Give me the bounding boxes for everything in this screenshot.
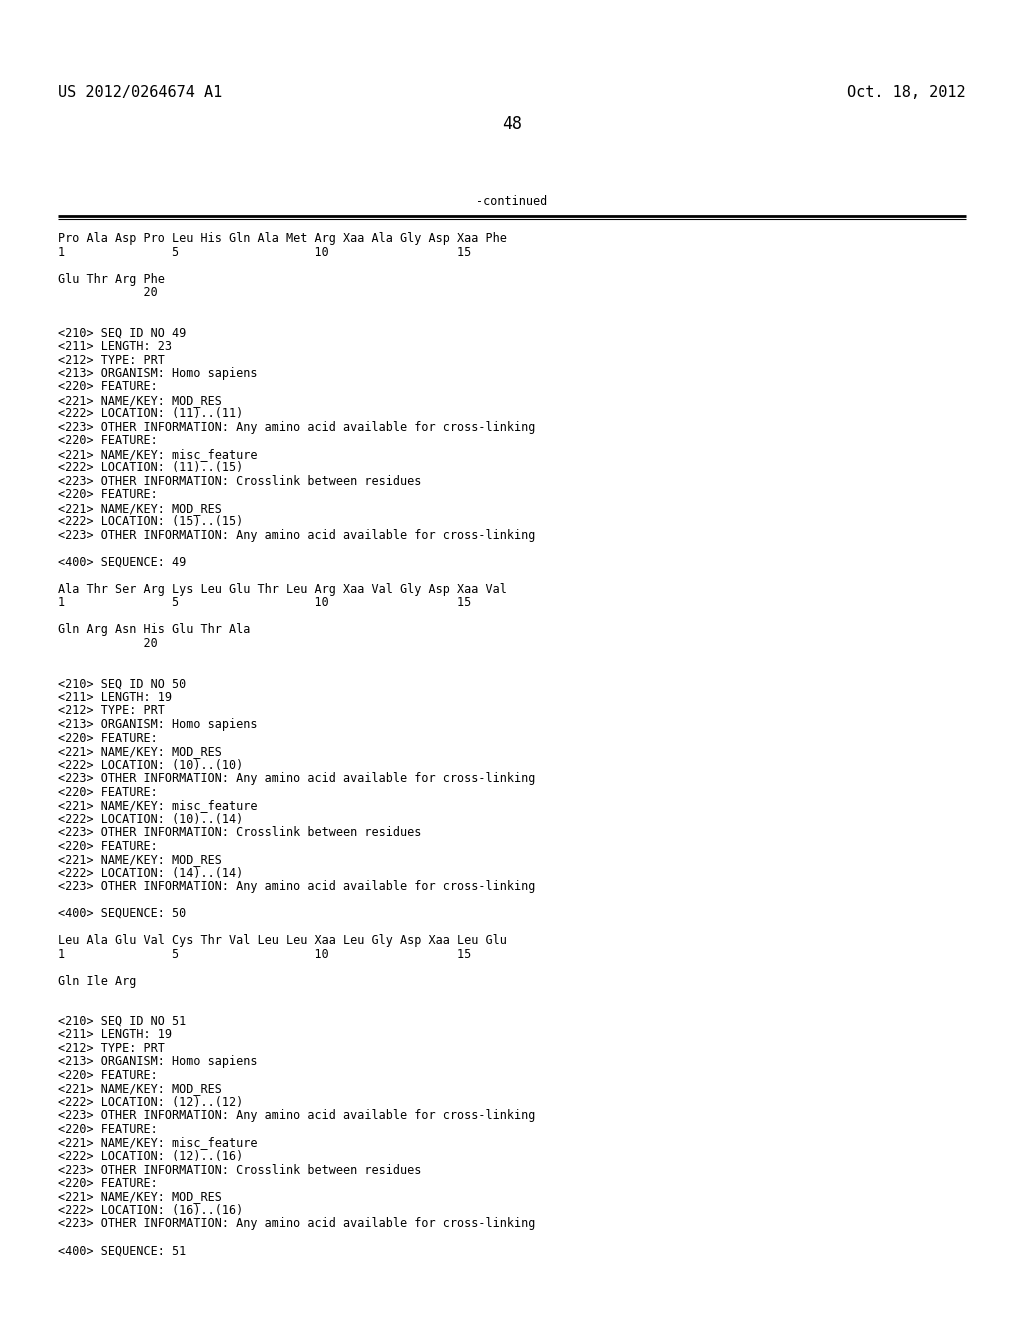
Text: Ala Thr Ser Arg Lys Leu Glu Thr Leu Arg Xaa Val Gly Asp Xaa Val: Ala Thr Ser Arg Lys Leu Glu Thr Leu Arg … xyxy=(58,583,507,597)
Text: Glu Thr Arg Phe: Glu Thr Arg Phe xyxy=(58,272,165,285)
Text: <222> LOCATION: (14)..(14): <222> LOCATION: (14)..(14) xyxy=(58,866,244,879)
Text: <222> LOCATION: (12)..(12): <222> LOCATION: (12)..(12) xyxy=(58,1096,244,1109)
Text: <400> SEQUENCE: 50: <400> SEQUENCE: 50 xyxy=(58,907,186,920)
Text: <213> ORGANISM: Homo sapiens: <213> ORGANISM: Homo sapiens xyxy=(58,1056,257,1068)
Text: <221> NAME/KEY: MOD_RES: <221> NAME/KEY: MOD_RES xyxy=(58,502,222,515)
Text: <210> SEQ ID NO 50: <210> SEQ ID NO 50 xyxy=(58,677,186,690)
Text: -continued: -continued xyxy=(476,195,548,209)
Text: <212> TYPE: PRT: <212> TYPE: PRT xyxy=(58,1041,165,1055)
Text: <221> NAME/KEY: misc_feature: <221> NAME/KEY: misc_feature xyxy=(58,799,257,812)
Text: <213> ORGANISM: Homo sapiens: <213> ORGANISM: Homo sapiens xyxy=(58,367,257,380)
Text: <212> TYPE: PRT: <212> TYPE: PRT xyxy=(58,705,165,718)
Text: <221> NAME/KEY: MOD_RES: <221> NAME/KEY: MOD_RES xyxy=(58,1082,222,1096)
Text: <211> LENGTH: 23: <211> LENGTH: 23 xyxy=(58,341,172,352)
Text: <223> OTHER INFORMATION: Crosslink between residues: <223> OTHER INFORMATION: Crosslink betwe… xyxy=(58,475,421,488)
Text: <220> FEATURE:: <220> FEATURE: xyxy=(58,840,158,853)
Text: <222> LOCATION: (12)..(16): <222> LOCATION: (12)..(16) xyxy=(58,1150,244,1163)
Text: <223> OTHER INFORMATION: Any amino acid available for cross-linking: <223> OTHER INFORMATION: Any amino acid … xyxy=(58,421,536,434)
Text: <210> SEQ ID NO 49: <210> SEQ ID NO 49 xyxy=(58,326,186,339)
Text: <223> OTHER INFORMATION: Any amino acid available for cross-linking: <223> OTHER INFORMATION: Any amino acid … xyxy=(58,1110,536,1122)
Text: <222> LOCATION: (15)..(15): <222> LOCATION: (15)..(15) xyxy=(58,516,244,528)
Text: <221> NAME/KEY: MOD_RES: <221> NAME/KEY: MOD_RES xyxy=(58,393,222,407)
Text: Gln Arg Asn His Glu Thr Ala: Gln Arg Asn His Glu Thr Ala xyxy=(58,623,251,636)
Text: <221> NAME/KEY: misc_feature: <221> NAME/KEY: misc_feature xyxy=(58,1137,257,1150)
Text: <400> SEQUENCE: 49: <400> SEQUENCE: 49 xyxy=(58,556,186,569)
Text: 20: 20 xyxy=(58,638,158,649)
Text: <223> OTHER INFORMATION: Crosslink between residues: <223> OTHER INFORMATION: Crosslink betwe… xyxy=(58,826,421,840)
Text: <223> OTHER INFORMATION: Any amino acid available for cross-linking: <223> OTHER INFORMATION: Any amino acid … xyxy=(58,772,536,785)
Text: <220> FEATURE:: <220> FEATURE: xyxy=(58,1123,158,1137)
Text: 1               5                   10                  15: 1 5 10 15 xyxy=(58,948,471,961)
Text: Oct. 18, 2012: Oct. 18, 2012 xyxy=(848,84,966,100)
Text: <223> OTHER INFORMATION: Crosslink between residues: <223> OTHER INFORMATION: Crosslink betwe… xyxy=(58,1163,421,1176)
Text: Gln Ile Arg: Gln Ile Arg xyxy=(58,974,136,987)
Text: <210> SEQ ID NO 51: <210> SEQ ID NO 51 xyxy=(58,1015,186,1028)
Text: <211> LENGTH: 19: <211> LENGTH: 19 xyxy=(58,690,172,704)
Text: <221> NAME/KEY: MOD_RES: <221> NAME/KEY: MOD_RES xyxy=(58,853,222,866)
Text: <223> OTHER INFORMATION: Any amino acid available for cross-linking: <223> OTHER INFORMATION: Any amino acid … xyxy=(58,880,536,894)
Text: Pro Ala Asp Pro Leu His Gln Ala Met Arg Xaa Ala Gly Asp Xaa Phe: Pro Ala Asp Pro Leu His Gln Ala Met Arg … xyxy=(58,232,507,246)
Text: US 2012/0264674 A1: US 2012/0264674 A1 xyxy=(58,84,222,100)
Text: 20: 20 xyxy=(58,286,158,300)
Text: <212> TYPE: PRT: <212> TYPE: PRT xyxy=(58,354,165,367)
Text: Leu Ala Glu Val Cys Thr Val Leu Leu Xaa Leu Gly Asp Xaa Leu Glu: Leu Ala Glu Val Cys Thr Val Leu Leu Xaa … xyxy=(58,935,507,946)
Text: 1               5                   10                  15: 1 5 10 15 xyxy=(58,597,471,610)
Text: <221> NAME/KEY: misc_feature: <221> NAME/KEY: misc_feature xyxy=(58,447,257,461)
Text: <220> FEATURE:: <220> FEATURE: xyxy=(58,731,158,744)
Text: <220> FEATURE:: <220> FEATURE: xyxy=(58,380,158,393)
Text: <223> OTHER INFORMATION: Any amino acid available for cross-linking: <223> OTHER INFORMATION: Any amino acid … xyxy=(58,1217,536,1230)
Text: <221> NAME/KEY: MOD_RES: <221> NAME/KEY: MOD_RES xyxy=(58,1191,222,1204)
Text: <220> FEATURE:: <220> FEATURE: xyxy=(58,488,158,502)
Text: <220> FEATURE:: <220> FEATURE: xyxy=(58,434,158,447)
Text: <223> OTHER INFORMATION: Any amino acid available for cross-linking: <223> OTHER INFORMATION: Any amino acid … xyxy=(58,529,536,543)
Text: <222> LOCATION: (11)..(11): <222> LOCATION: (11)..(11) xyxy=(58,408,244,421)
Text: <220> FEATURE:: <220> FEATURE: xyxy=(58,1177,158,1191)
Text: <211> LENGTH: 19: <211> LENGTH: 19 xyxy=(58,1028,172,1041)
Text: <220> FEATURE:: <220> FEATURE: xyxy=(58,785,158,799)
Text: <222> LOCATION: (10)..(10): <222> LOCATION: (10)..(10) xyxy=(58,759,244,771)
Text: <400> SEQUENCE: 51: <400> SEQUENCE: 51 xyxy=(58,1245,186,1258)
Text: <222> LOCATION: (11)..(15): <222> LOCATION: (11)..(15) xyxy=(58,462,244,474)
Text: 48: 48 xyxy=(502,115,522,133)
Text: <222> LOCATION: (10)..(14): <222> LOCATION: (10)..(14) xyxy=(58,813,244,825)
Text: <213> ORGANISM: Homo sapiens: <213> ORGANISM: Homo sapiens xyxy=(58,718,257,731)
Text: <221> NAME/KEY: MOD_RES: <221> NAME/KEY: MOD_RES xyxy=(58,744,222,758)
Text: 1               5                   10                  15: 1 5 10 15 xyxy=(58,246,471,259)
Text: <220> FEATURE:: <220> FEATURE: xyxy=(58,1069,158,1082)
Text: <222> LOCATION: (16)..(16): <222> LOCATION: (16)..(16) xyxy=(58,1204,244,1217)
